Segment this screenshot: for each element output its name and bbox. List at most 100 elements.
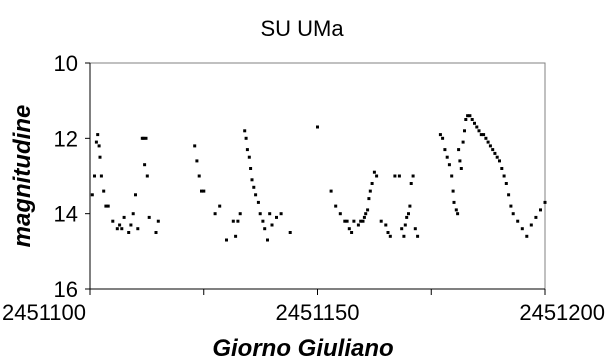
data-point xyxy=(359,219,363,223)
data-point xyxy=(445,155,449,159)
data-point xyxy=(129,223,133,227)
data-point xyxy=(441,136,445,140)
x-tick-label: 2451150 xyxy=(275,300,359,325)
y-tick-label: 14 xyxy=(54,202,78,227)
data-point xyxy=(90,193,94,197)
y-tick-label: 12 xyxy=(54,126,78,151)
x-axis-ticks: 2451100 2451150 2451200 xyxy=(2,289,605,325)
data-point xyxy=(142,136,146,140)
data-point xyxy=(493,151,497,155)
data-point xyxy=(247,155,251,159)
data-point xyxy=(104,204,108,208)
y-tick-label: 10 xyxy=(54,51,78,76)
data-point xyxy=(539,208,542,212)
x-tick-label: 2451100 xyxy=(2,300,86,325)
data-point xyxy=(393,174,397,178)
data-point xyxy=(509,204,513,208)
data-point xyxy=(502,174,506,178)
data-point xyxy=(218,204,222,208)
data-point xyxy=(263,227,267,231)
plot-area-frame xyxy=(89,62,546,290)
data-point xyxy=(134,193,137,197)
data-point xyxy=(457,148,461,152)
data-point xyxy=(147,215,151,219)
data-point xyxy=(525,234,529,238)
data-point xyxy=(197,174,201,178)
data-point xyxy=(244,136,248,140)
data-point xyxy=(470,118,474,121)
data-point xyxy=(464,118,468,121)
data-point xyxy=(451,189,455,193)
data-point xyxy=(338,212,342,216)
data-point xyxy=(131,212,135,216)
data-point xyxy=(93,174,96,178)
data-point xyxy=(96,133,100,137)
data-point xyxy=(115,227,119,231)
data-point xyxy=(456,212,460,216)
data-point xyxy=(352,219,356,223)
data-point xyxy=(225,238,228,242)
data-point xyxy=(491,148,495,152)
chart-title: SU UMa xyxy=(260,16,344,41)
data-point xyxy=(99,174,103,178)
data-point xyxy=(200,189,203,193)
data-point xyxy=(413,227,417,231)
data-point xyxy=(195,159,199,163)
data-point xyxy=(402,234,406,238)
data-point xyxy=(118,223,122,227)
data-point xyxy=(475,125,479,129)
data-point xyxy=(156,219,160,223)
data-point xyxy=(466,114,470,118)
data-point xyxy=(477,129,481,133)
data-point xyxy=(275,215,278,219)
data-point xyxy=(350,231,354,234)
data-point xyxy=(250,178,254,182)
data-point xyxy=(405,215,409,219)
data-point xyxy=(366,208,370,212)
data-point xyxy=(438,133,442,137)
data-point xyxy=(452,200,456,204)
data-point xyxy=(334,204,338,208)
data-point xyxy=(202,189,206,193)
data-point xyxy=(486,140,490,144)
data-point xyxy=(368,189,372,193)
data-point xyxy=(256,200,260,204)
data-point xyxy=(407,212,410,216)
data-point xyxy=(520,227,524,231)
y-axis-label: magnitudine xyxy=(9,105,36,248)
data-point xyxy=(243,129,247,133)
data-point xyxy=(245,148,249,152)
data-point xyxy=(238,212,242,216)
data-point xyxy=(252,185,256,189)
data-point xyxy=(329,189,333,193)
data-point xyxy=(270,223,274,227)
data-point xyxy=(473,121,476,125)
data-point xyxy=(370,182,374,185)
data-point xyxy=(516,219,520,223)
data-point xyxy=(343,219,347,223)
data-point xyxy=(364,212,368,216)
data-point xyxy=(106,204,110,208)
y-axis-ticks: 10 12 14 16 xyxy=(54,51,90,302)
data-point xyxy=(279,212,283,216)
data-point xyxy=(144,136,148,140)
data-point xyxy=(388,234,392,238)
data-point xyxy=(543,200,547,204)
data-point xyxy=(403,223,407,227)
data-point xyxy=(495,155,499,159)
data-point xyxy=(94,140,98,144)
data-point xyxy=(316,125,319,129)
data-point xyxy=(534,215,538,219)
data-point xyxy=(461,140,465,144)
data-point xyxy=(111,219,115,223)
data-point xyxy=(409,182,413,185)
data-point xyxy=(450,174,454,178)
data-point xyxy=(384,223,388,227)
data-point xyxy=(507,193,511,197)
data-point xyxy=(500,167,504,170)
data-point xyxy=(375,174,379,178)
data-point xyxy=(127,231,131,234)
data-point xyxy=(288,231,292,234)
data-point xyxy=(120,227,124,231)
data-point xyxy=(356,223,360,227)
